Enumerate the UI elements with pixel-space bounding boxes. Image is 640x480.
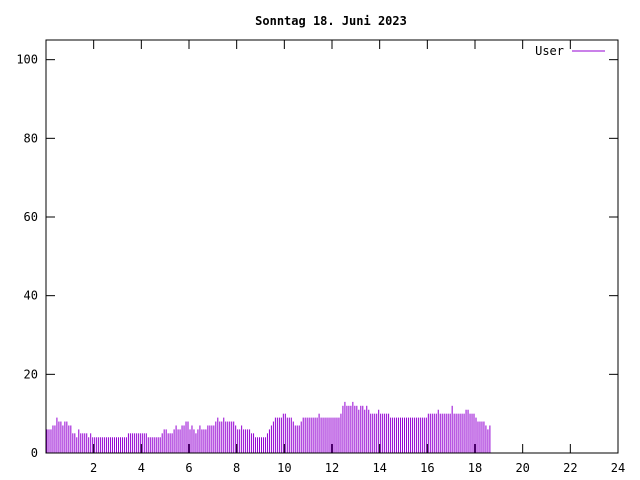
y-tick-label: 60 — [24, 210, 38, 224]
x-tick-label: 6 — [185, 461, 192, 475]
x-tick-label: 12 — [325, 461, 339, 475]
x-tick-label: 8 — [233, 461, 240, 475]
data-bars — [46, 401, 491, 453]
plot-frame — [45, 39, 619, 454]
chart-title: Sonntag 18. Juni 2023 — [255, 14, 407, 28]
y-tick-label: 20 — [24, 367, 38, 381]
y-tick-label: 100 — [16, 53, 38, 67]
x-tick-label: 20 — [515, 461, 529, 475]
legend: User — [535, 44, 605, 58]
y-tick-label: 40 — [24, 289, 38, 303]
y-tick-label: 80 — [24, 131, 38, 145]
x-tick-label: 2 — [90, 461, 97, 475]
x-tick-label: 16 — [420, 461, 434, 475]
x-tick-label: 18 — [468, 461, 482, 475]
x-tick-label: 14 — [372, 461, 386, 475]
legend-label-user: User — [535, 44, 564, 58]
x-tick-label: 10 — [277, 461, 291, 475]
x-tick-label: 24 — [611, 461, 625, 475]
x-tick-label: 22 — [563, 461, 577, 475]
y-tick-label: 0 — [31, 446, 38, 460]
x-tick-label: 4 — [138, 461, 145, 475]
